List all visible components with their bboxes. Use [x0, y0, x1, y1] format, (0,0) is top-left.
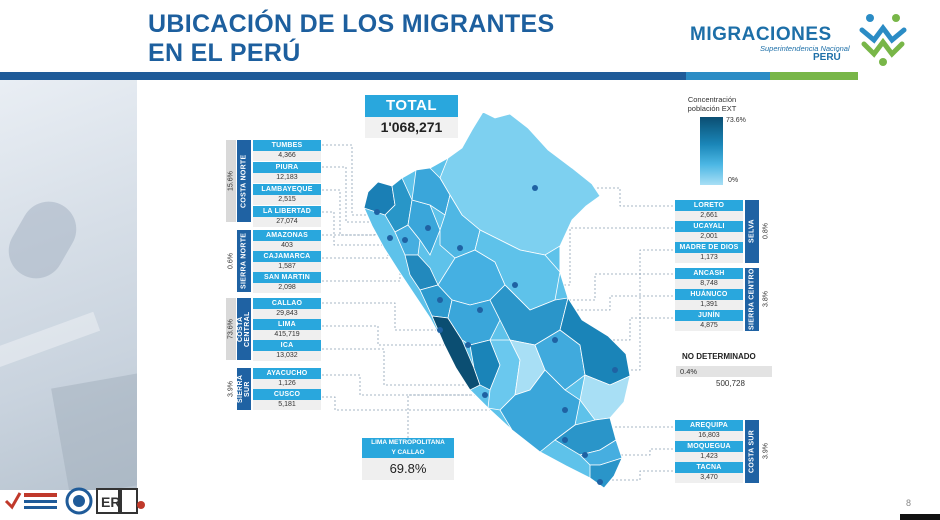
slide-title: UBICACIÓN DE LOS MIGRANTES EN EL PERÚ	[148, 10, 554, 68]
dept-madre-de-dios: MADRE DE DIOS 1,173	[675, 242, 743, 263]
dept-arequipa: AREQUIPA 16,803	[675, 420, 743, 441]
header-rule	[0, 72, 940, 80]
title-line-2: EN EL PERÚ	[148, 39, 301, 67]
dept-tacna: TACNA 3,470	[675, 462, 743, 483]
lima-metropolitana-value: 69.8%	[362, 458, 454, 480]
bottom-bar	[900, 514, 940, 520]
costa-sur-tag: COSTA SUR	[745, 420, 759, 483]
dept-lambayeque: LAMBAYEQUE 2,515	[253, 184, 321, 205]
logo-country: PERÚ	[813, 52, 841, 63]
logo-subtitle: Superintendencia Nacional	[760, 44, 850, 53]
dept-ayacucho: AYACUCHO 1,126	[253, 368, 321, 389]
sierra-centro-tag: SIERRA CENTRO	[745, 268, 759, 331]
costa-sur-pct: 3.9%	[762, 443, 770, 460]
dept-ica: ICA 13,032	[253, 340, 321, 361]
dept-tumbes: TUMBES 4,366	[253, 140, 321, 161]
slide-header: UBICACIÓN DE LOS MIGRANTES EN EL PERÚ MI…	[0, 0, 940, 72]
selva-tag: SELVA	[745, 200, 759, 263]
costa-central-tag: COSTA CENTRAL	[237, 298, 251, 360]
seal-logo-icon	[65, 487, 93, 515]
certification-logos: ER	[4, 487, 154, 517]
dept-cusco: CUSCO 5,181	[253, 389, 321, 410]
dept-la-libertad: LA LIBERTAD 27,074	[253, 206, 321, 227]
dept-loreto: LORETO 2,661	[675, 200, 743, 221]
department-shapes	[363, 111, 631, 489]
costa-norte-pct: 15.6%	[226, 140, 236, 222]
background-photo	[0, 80, 137, 490]
dept-junin: JUNÍN 4,875	[675, 310, 743, 331]
logo-name: MIGRACIONES	[690, 24, 832, 45]
logo-mark-icon	[859, 14, 907, 66]
selva-pct: 0.8%	[762, 223, 770, 240]
sierra-norte-tag: SIERRA NORTE	[237, 230, 251, 292]
svg-text:ER: ER	[101, 494, 120, 510]
legend-gradient	[700, 117, 723, 185]
sierra-sur-tag: SIERRA SUR	[237, 368, 251, 410]
page-number: 8	[906, 498, 912, 508]
dept-amazonas: AMAZONAS 403	[253, 230, 321, 251]
no-determinado-pct: 0.4%	[680, 367, 698, 376]
dept-huanuco: HUÁNUCO 1,391	[675, 289, 743, 310]
certification-logo-icon	[4, 492, 57, 510]
costa-norte-tag: COSTA NORTE	[237, 140, 251, 222]
legend-max: 73.6%	[726, 117, 746, 124]
total-label: TOTAL	[365, 95, 458, 117]
lima-metropolitana-label: LIMA METROPOLITANA Y CALLAO	[362, 438, 454, 458]
title-line-1: UBICACIÓN DE LOS MIGRANTES	[148, 10, 555, 38]
legend-title: Concentración población EXT	[687, 95, 737, 113]
legend-min: 0%	[728, 177, 739, 184]
costa-central-pct: 73.6%	[226, 298, 236, 360]
sierra-norte-pct: 0.6%	[227, 253, 235, 269]
total-value: 1'068,271	[365, 117, 458, 138]
no-determinado-label: NO DETERMINADO	[682, 352, 756, 361]
dept-piura: PIURA 12,183	[253, 162, 321, 183]
map-markers	[374, 185, 618, 485]
dept-callao: CALLAO 29,843	[253, 298, 321, 319]
dept-cajamarca: CAJAMARCA 1,587	[253, 251, 321, 272]
sierra-centro-pct: 3.8%	[762, 291, 770, 308]
no-determinado-value: 500,728	[716, 379, 745, 388]
er-logo-icon: ER	[96, 488, 145, 514]
migraciones-logo: MIGRACIONES Superintendencia Nacional PE…	[690, 10, 920, 72]
dept-san-martin: SAN MARTIN 2,098	[253, 272, 321, 293]
sierra-sur-pct: 3.9%	[227, 381, 235, 397]
dept-lima: LIMA 415,719	[253, 319, 321, 340]
no-determinado-box	[676, 366, 772, 377]
dept-ancash: ANCASH 8,748	[675, 268, 743, 289]
dept-moquegua: MOQUEGUA 1,423	[675, 441, 743, 462]
dept-ucayali: UCAYALI 2,001	[675, 221, 743, 242]
